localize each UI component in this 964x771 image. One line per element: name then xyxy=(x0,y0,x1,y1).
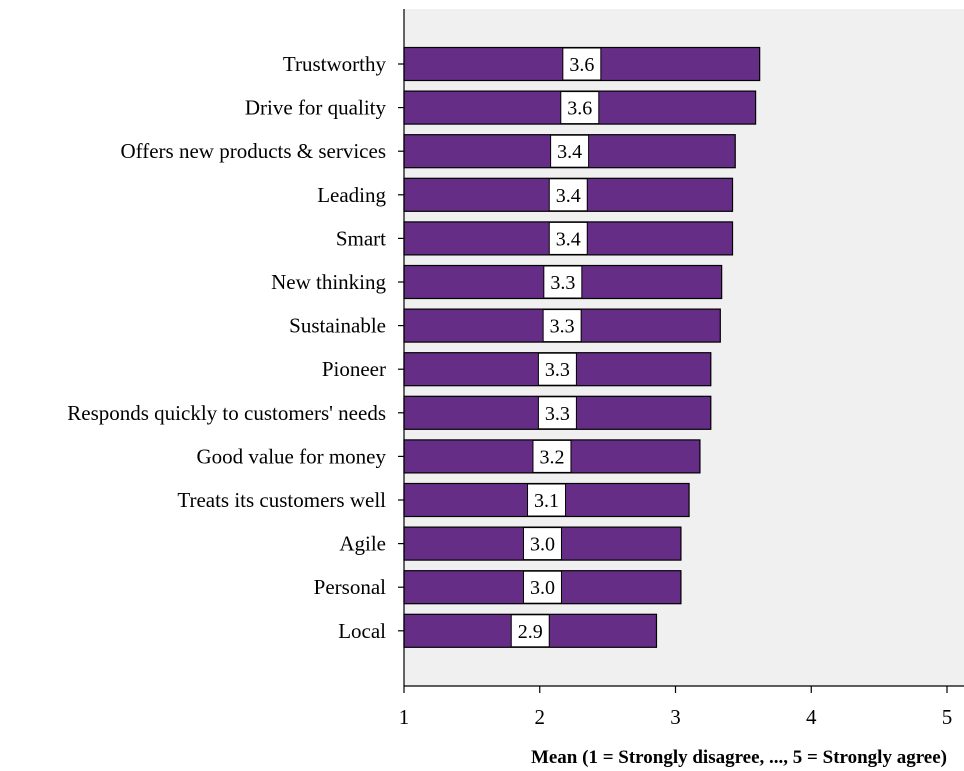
x-tick-label: 4 xyxy=(806,705,817,729)
data-label-box xyxy=(548,178,588,212)
data-label: 3.6 xyxy=(569,54,594,76)
x-tick-label: 2 xyxy=(535,705,546,729)
category-label: Responds quickly to customers' needs xyxy=(67,401,386,425)
data-label: 3.3 xyxy=(545,403,570,425)
data-label: 2.9 xyxy=(518,621,543,643)
data-label-box xyxy=(537,352,577,386)
x-tick-label: 1 xyxy=(399,705,410,729)
category-label: Treats its customers well xyxy=(177,488,386,512)
x-tick-label: 5 xyxy=(942,705,953,729)
data-label: 3.4 xyxy=(556,185,581,207)
category-labels-group: Trustworthy Drive for quality Offers new p… xyxy=(67,52,404,643)
data-label: 3.0 xyxy=(530,577,555,599)
category-label: Drive for quality xyxy=(245,96,387,120)
data-label-box xyxy=(522,570,562,604)
data-label: 3.6 xyxy=(567,98,592,120)
data-label-box xyxy=(562,47,602,81)
data-label-box xyxy=(543,265,583,299)
data-label-box xyxy=(522,527,562,561)
data-label-box xyxy=(510,614,550,648)
category-label: Smart xyxy=(336,226,386,250)
data-label-box xyxy=(548,221,588,255)
data-label: 3.4 xyxy=(556,228,581,250)
category-label: Pioneer xyxy=(322,357,386,381)
data-label: 3.3 xyxy=(545,359,570,381)
category-label: Personal xyxy=(314,575,386,599)
category-label: New thinking xyxy=(271,270,386,294)
data-label-box xyxy=(532,439,572,473)
data-label: 3.3 xyxy=(550,316,575,338)
data-label-box xyxy=(560,91,600,125)
data-label: 3.3 xyxy=(550,272,575,294)
category-label: Sustainable xyxy=(289,314,386,338)
data-label-box xyxy=(537,396,577,430)
category-label: Leading xyxy=(317,183,386,207)
category-label: Offers new products & services xyxy=(120,139,386,163)
x-tick-label: 3 xyxy=(670,705,681,729)
x-ticks-group: 1 2 3 4 5 xyxy=(399,686,953,729)
category-label: Trustworthy xyxy=(283,52,387,76)
data-labels-group: 3.6 3.6 3.4 3.4 3.4 3.3 3.3 3.3 3.3 3.2 3.1 3.0 3.0 2… xyxy=(510,47,602,648)
data-label: 3.4 xyxy=(557,141,582,163)
x-axis-title: Mean (1 = Strongly disagree, ..., 5 = St… xyxy=(531,747,947,768)
data-label: 3.1 xyxy=(534,490,559,512)
data-label: 3.2 xyxy=(539,446,564,468)
data-label-box xyxy=(542,309,582,343)
data-label-box xyxy=(527,483,567,517)
data-label: 3.0 xyxy=(530,534,555,556)
category-label: Agile xyxy=(339,532,386,556)
data-label-box xyxy=(550,134,590,168)
category-label: Good value for money xyxy=(196,444,386,468)
category-label: Local xyxy=(338,619,386,643)
